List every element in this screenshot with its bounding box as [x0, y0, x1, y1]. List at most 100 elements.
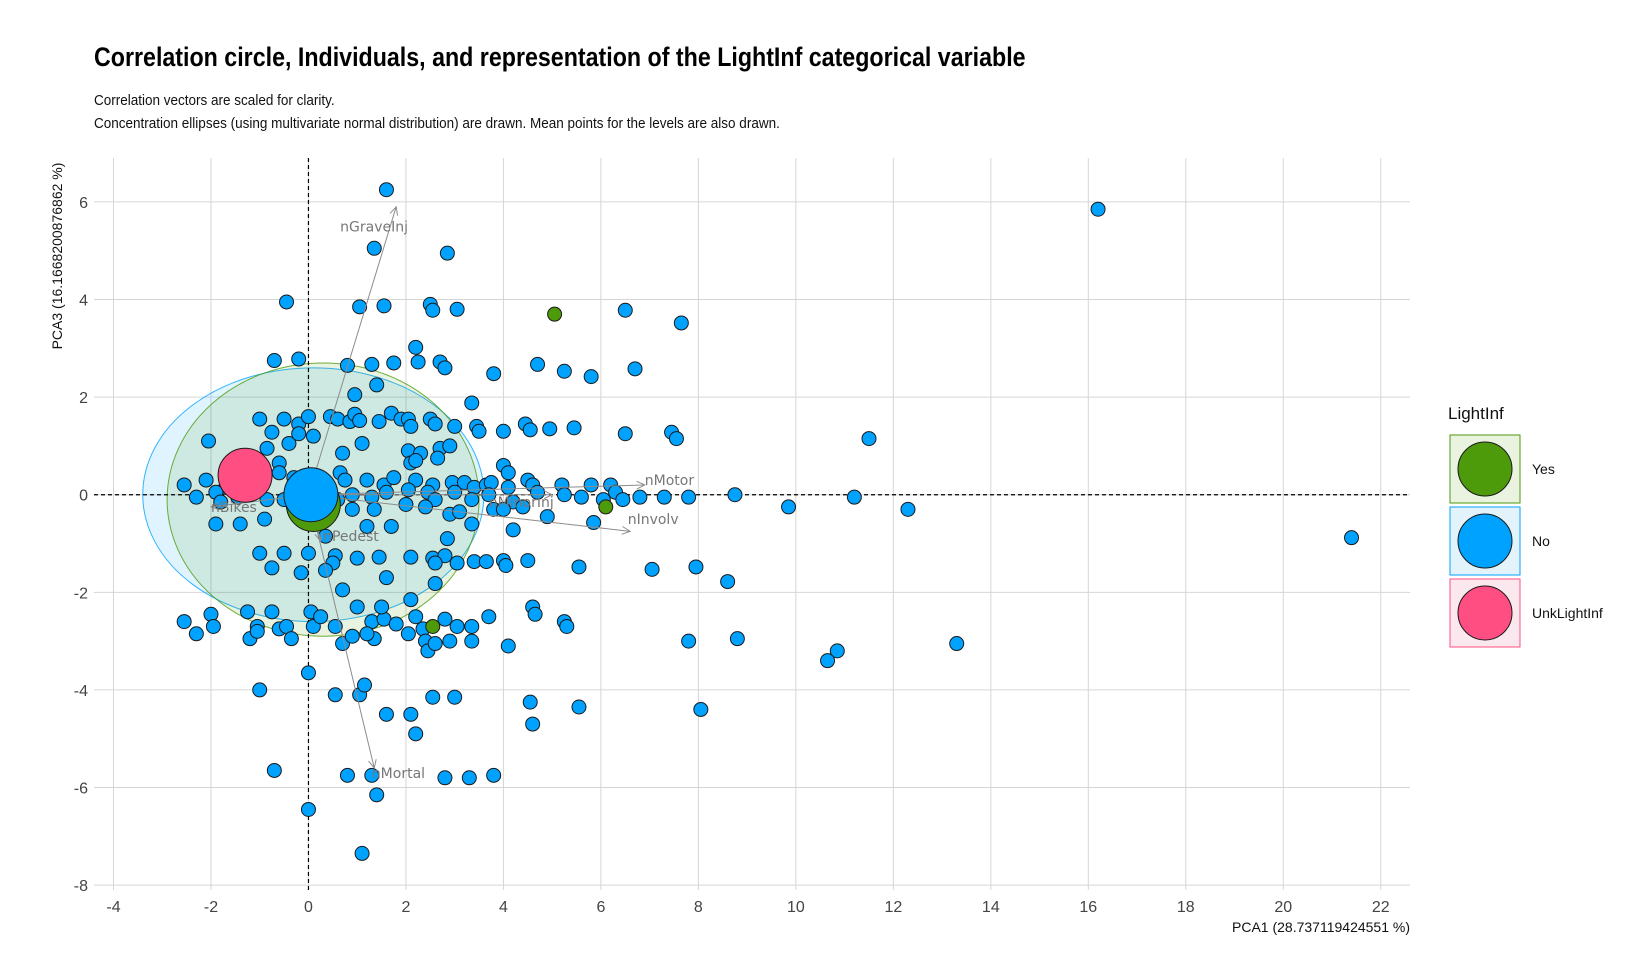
vector-nGraveInj: [307, 206, 397, 495]
vector-nInvolv: [308, 494, 631, 532]
point-no: [264, 560, 280, 576]
point-no: [403, 418, 419, 434]
y-tick-label: -8: [74, 878, 88, 895]
point-no: [583, 369, 599, 385]
point-no: [388, 616, 404, 632]
point-no: [266, 762, 282, 778]
mean-point-no: [283, 467, 339, 523]
x-tick-label: 22: [1372, 899, 1390, 916]
arrowhead-nMortal: [368, 759, 377, 770]
point-no: [439, 245, 455, 261]
point-no: [417, 499, 433, 515]
point-no: [349, 599, 365, 615]
point-no: [688, 559, 704, 575]
point-no: [208, 516, 224, 532]
point-no: [471, 423, 487, 439]
correlation-vectors: nGraveInj nMotor nInvolv nMinorInj nPedest nB…: [209, 205, 695, 782]
point-no: [400, 482, 416, 498]
vector-label-nMotor: nMotor: [645, 473, 695, 489]
point-no: [291, 351, 307, 367]
point-no: [339, 767, 355, 783]
point-no: [464, 633, 480, 649]
point-no: [430, 450, 446, 466]
arrowhead-nGraveInj: [389, 205, 399, 216]
point-no: [829, 643, 845, 659]
point-no: [464, 618, 480, 634]
point-no: [861, 431, 877, 447]
chart-subtitle-line-2: Concentration ellipses (using multivaria…: [94, 115, 780, 132]
point-no: [335, 582, 351, 598]
point-no: [383, 518, 399, 534]
point-no: [359, 518, 375, 534]
point-no: [369, 787, 385, 803]
point-no: [327, 618, 343, 634]
point-no: [378, 706, 394, 722]
legend-label-yes: Yes: [1532, 461, 1555, 477]
point-no: [447, 418, 463, 434]
point-no: [425, 302, 441, 318]
point-no: [276, 545, 292, 561]
y-tick-label: 6: [79, 195, 88, 212]
legend-swatch-no: [1457, 513, 1513, 569]
point-no: [266, 353, 282, 369]
point-no: [279, 294, 295, 310]
point-no: [203, 606, 219, 622]
point-no: [573, 489, 589, 505]
point-no: [337, 472, 353, 488]
point-no: [313, 609, 329, 625]
x-tick-label: -4: [106, 899, 120, 916]
point-no: [522, 694, 538, 710]
x-tick-label: 10: [787, 899, 805, 916]
point-no: [357, 677, 373, 693]
x-tick-label: 20: [1274, 899, 1292, 916]
point-no: [347, 387, 363, 403]
vector-label-nMortal: nMortal: [372, 766, 425, 782]
point-no: [681, 633, 697, 649]
y-tick-label: 0: [79, 488, 88, 505]
point-no: [291, 426, 307, 442]
point-no: [846, 489, 862, 505]
point-no: [376, 298, 392, 314]
point-no: [464, 395, 480, 411]
point-no: [205, 618, 221, 634]
y-tick-label: -4: [74, 683, 88, 700]
point-no: [300, 409, 316, 425]
point-no: [427, 416, 443, 432]
point-no: [542, 421, 558, 437]
point-no: [427, 636, 443, 652]
point-no: [281, 435, 297, 451]
point-no: [276, 411, 292, 427]
point-no: [644, 561, 660, 577]
point-no: [403, 592, 419, 608]
point-no: [259, 440, 275, 456]
point-no: [400, 626, 416, 642]
x-tick-label: 4: [499, 899, 508, 916]
point-no: [408, 453, 424, 469]
point-no: [300, 801, 316, 817]
x-tick-label: -2: [204, 899, 218, 916]
point-no: [556, 487, 572, 503]
point-no: [1344, 530, 1360, 546]
point-no: [439, 531, 455, 547]
y-tick-label: -6: [74, 781, 88, 798]
point-no: [257, 511, 273, 527]
point-no: [693, 701, 709, 717]
point-no: [344, 501, 360, 517]
arrowhead-nMinorInj: [543, 490, 554, 500]
point-no: [327, 687, 343, 703]
x-tick-label: 18: [1177, 899, 1195, 916]
point-yes: [425, 618, 441, 634]
point-no: [449, 618, 465, 634]
point-no: [627, 361, 643, 377]
point-no: [656, 489, 672, 505]
y-tick-label: 4: [79, 293, 88, 310]
vector-nMotor: [308, 484, 645, 496]
vector-nMortal: [307, 494, 375, 769]
point-no: [249, 623, 265, 639]
point-no: [586, 515, 602, 531]
point-no: [378, 182, 394, 198]
point-no: [949, 636, 965, 652]
point-no: [617, 302, 633, 318]
point-no: [335, 445, 351, 461]
